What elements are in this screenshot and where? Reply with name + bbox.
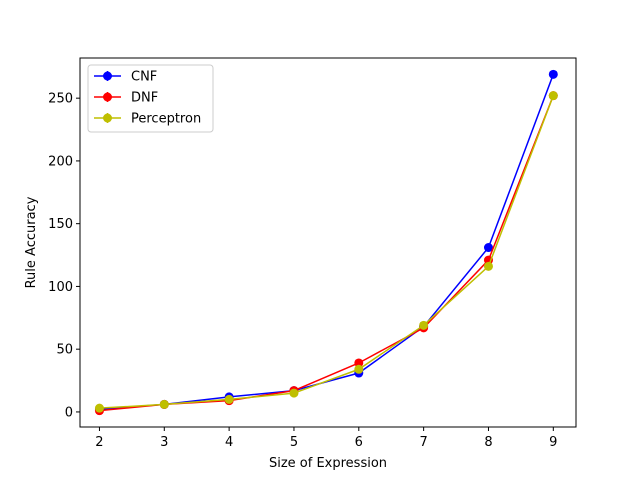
- legend-label: DNF: [131, 91, 158, 106]
- legend-marker: [103, 92, 112, 102]
- data-point-perceptron: [224, 394, 234, 404]
- x-axis-ticks: 2 3 4 5 6 7 8 9: [95, 427, 557, 450]
- y-tick-label: 0: [65, 405, 73, 420]
- legend-marker: [103, 71, 112, 81]
- x-tick-label: 8: [484, 435, 492, 450]
- y-tick-label: 250: [48, 92, 73, 107]
- series-line-dnf: [99, 95, 555, 412]
- data-point-perceptron: [419, 320, 429, 330]
- x-tick-label: 5: [290, 435, 298, 450]
- data-point-dnf: [354, 358, 364, 368]
- data-point-perceptron: [483, 261, 493, 271]
- data-point-perceptron: [548, 91, 558, 101]
- legend-label: Perceptron: [131, 112, 201, 127]
- data-point-perceptron: [94, 403, 104, 413]
- x-tick-label: 2: [95, 435, 103, 450]
- y-axis-ticks: 0 50 100 150 200 250: [48, 92, 80, 420]
- legend-box: [87, 64, 214, 133]
- x-tick-label: 7: [419, 435, 427, 450]
- y-axis-label: Rule Accuracy: [24, 196, 39, 288]
- legend: CNF DNF Perceptron: [87, 64, 214, 133]
- x-axis-label: Size of Expression: [269, 456, 387, 471]
- x-tick-label: 6: [355, 435, 363, 450]
- y-tick-label: 50: [56, 343, 73, 358]
- legend-label: CNF: [131, 70, 157, 85]
- y-tick-label: 200: [48, 154, 73, 169]
- x-tick-label: 9: [549, 435, 557, 450]
- y-tick-label: 150: [48, 217, 73, 232]
- data-point-cnf: [548, 69, 558, 79]
- data-point-perceptron: [159, 399, 169, 409]
- plot-marks: [94, 69, 558, 416]
- data-point-perceptron: [354, 364, 364, 374]
- legend-marker: [103, 113, 112, 123]
- x-tick-label: 4: [225, 435, 233, 450]
- y-tick-label: 100: [48, 280, 73, 295]
- data-point-cnf: [483, 243, 493, 253]
- data-point-perceptron: [289, 388, 299, 398]
- plot-frame: [79, 57, 577, 428]
- x-tick-label: 3: [160, 435, 168, 450]
- series-line-perceptron: [99, 95, 555, 409]
